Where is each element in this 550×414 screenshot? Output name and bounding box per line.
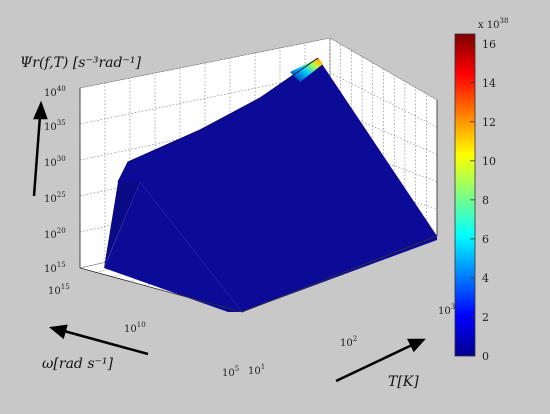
z-tick-label: 1035 bbox=[44, 119, 66, 133]
surface-left-slope bbox=[104, 182, 140, 268]
omega-axis-line bbox=[79, 267, 243, 313]
surface-front-face bbox=[104, 182, 242, 312]
colorbar-gradient bbox=[454, 33, 476, 357]
colorbar-tick-label: 2 bbox=[482, 311, 489, 324]
z-axis-title: Ψr(f,T) [s⁻³rad⁻¹] bbox=[20, 55, 141, 71]
colorbar-tick-label: 16 bbox=[482, 38, 496, 51]
surface-ridge bbox=[117, 57, 319, 183]
omega-tick-labels: 105 1010 1015 bbox=[48, 283, 239, 379]
z-arrow-head bbox=[33, 100, 48, 120]
z-tick-label: 1025 bbox=[44, 191, 66, 205]
colorbar-ticks: 0 2 4 6 8 10 12 14 16 bbox=[470, 38, 496, 363]
grid-line bbox=[79, 72, 331, 125]
surface-top bbox=[118, 58, 437, 312]
t-tick-label: 101 bbox=[248, 363, 265, 377]
colorbar-multiplier: x 1038 bbox=[478, 17, 508, 31]
omega-axis-title: ω[rad s⁻¹] bbox=[42, 356, 114, 372]
t-arrow bbox=[335, 343, 413, 383]
omega-tick-label: 105 bbox=[222, 365, 239, 379]
colorbar-tick-label: 6 bbox=[482, 233, 489, 246]
colorbar-tick-label: 12 bbox=[482, 116, 496, 129]
t-arrow-head bbox=[406, 338, 426, 353]
z-tick-label: 1030 bbox=[44, 155, 66, 169]
t-tick-label: 103 bbox=[438, 303, 455, 317]
omega-tick-label: 1010 bbox=[124, 321, 146, 335]
grid-line bbox=[79, 107, 331, 161]
omega-arrow bbox=[63, 329, 149, 356]
z-tick-label: 1020 bbox=[44, 227, 66, 241]
t-tick-labels: 101 102 103 bbox=[248, 303, 455, 377]
colorbar-tick-label: 8 bbox=[482, 194, 489, 207]
z-tick-label: 1040 bbox=[44, 85, 66, 99]
colorbar: 0 2 4 6 8 10 12 14 16 x 1038 bbox=[454, 17, 508, 363]
colorbar-tick-label: 0 bbox=[482, 350, 489, 363]
colorbar-tick-label: 4 bbox=[482, 272, 489, 285]
colorbar-tick-label: 10 bbox=[482, 155, 496, 168]
t-axis-title: T[K] bbox=[388, 374, 419, 390]
z-tick-label: 1015 bbox=[44, 261, 66, 275]
t-tick-label: 102 bbox=[340, 335, 357, 349]
surface-peak bbox=[290, 58, 323, 82]
z-arrow bbox=[32, 115, 42, 197]
surface bbox=[104, 57, 437, 312]
t-axis-line bbox=[241, 235, 438, 313]
grid-line bbox=[79, 37, 331, 89]
omega-tick-label: 1015 bbox=[48, 283, 70, 297]
grid-line bbox=[329, 72, 438, 128]
omega-arrow-head bbox=[49, 324, 68, 340]
colorbar-tick-label: 14 bbox=[482, 77, 496, 90]
axis-arrows bbox=[32, 100, 426, 383]
z-tick-labels: 1015 1020 1025 1030 1035 1040 bbox=[44, 85, 66, 275]
